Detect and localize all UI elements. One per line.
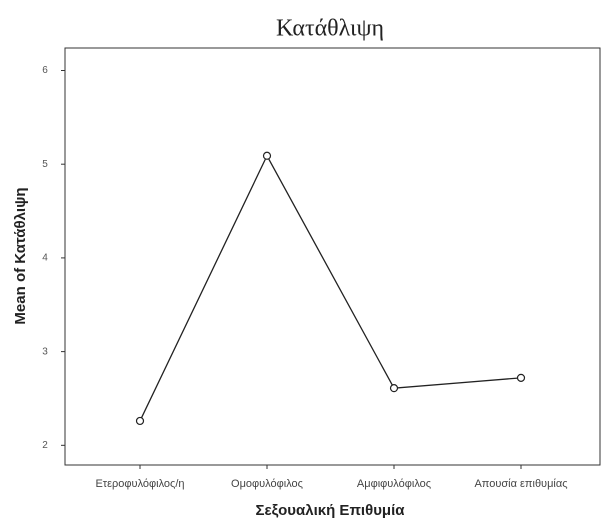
chart-title: Κατάθλιψη <box>276 16 384 42</box>
point <box>135 416 145 426</box>
plot-frame <box>64 47 601 466</box>
x-tick-label: Ετεροφυλόφιλος/η <box>95 478 184 490</box>
y-tick-label: 6 <box>42 65 48 76</box>
point <box>262 151 272 160</box>
point <box>516 373 526 382</box>
x-tick-label: Ομοφυλόφιλος <box>231 478 303 490</box>
point <box>389 384 399 393</box>
y-tick-label: 5 <box>42 159 48 170</box>
x-tick-label: Αμφιφυλόφιλος <box>357 478 431 490</box>
y-tick-label: 4 <box>42 253 48 264</box>
y-tick-label: 2 <box>42 440 48 451</box>
y-axis-label: Mean of Κατάθλιψη <box>12 187 29 324</box>
x-tick-label: Απουσία επιθυμίας <box>474 478 567 490</box>
x-axis-label: Σεξουαλική Επιθυμία <box>256 502 406 519</box>
y-tick-label: 3 <box>42 346 48 357</box>
line <box>139 154 522 422</box>
